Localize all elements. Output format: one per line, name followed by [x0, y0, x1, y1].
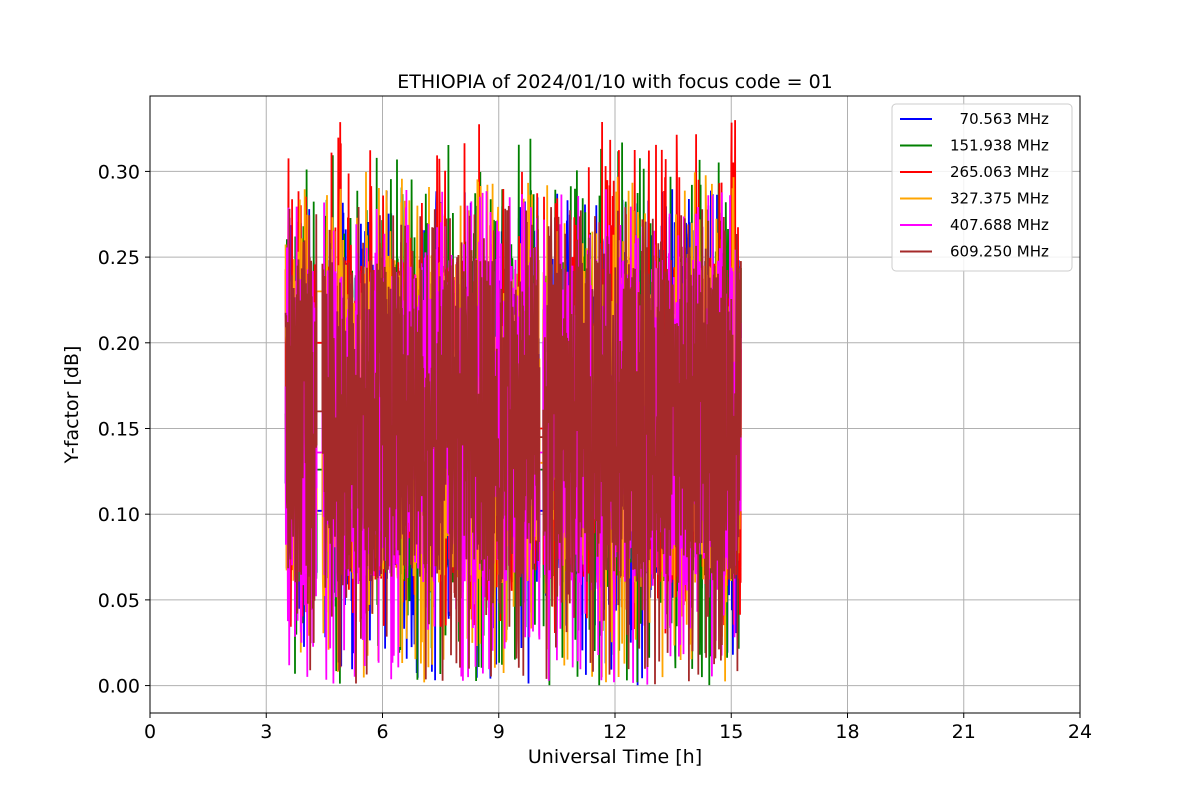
- x-axis-title: Universal Time [h]: [528, 746, 702, 768]
- y-tick-label: 0.25: [98, 247, 140, 269]
- x-tick-label: 21: [952, 721, 976, 743]
- x-tick-label: 12: [603, 721, 627, 743]
- legend-label: 327.375 MHz: [950, 190, 1049, 208]
- chart-title: ETHIOPIA of 2024/01/10 with focus code =…: [397, 71, 833, 93]
- plot-area: [284, 120, 742, 686]
- legend-label: 70.563 MHz: [950, 110, 1049, 128]
- y-tick-label: 0.30: [98, 161, 140, 183]
- y-tick-label: 0.10: [98, 504, 140, 526]
- x-tick-label: 9: [493, 721, 505, 743]
- legend: 70.563 MHz 151.938 MHz 265.063 MHz 327.375 …: [891, 103, 1073, 272]
- legend-label: 609.250 MHz: [950, 243, 1049, 261]
- x-tick-label: 18: [835, 721, 859, 743]
- x-tick-label: 24: [1068, 721, 1092, 743]
- y-tick-label: 0.05: [98, 590, 140, 612]
- y-tick-label: 0.00: [98, 676, 140, 698]
- axis-ticks: 0 3 6 9 12 15 18 21 24 0.00 0.05 0.10 0.15 0.20 0.25 0.…: [98, 161, 1092, 743]
- x-tick-label: 0: [144, 721, 156, 743]
- legend-label: 265.063 MHz: [950, 163, 1049, 181]
- legend-label: 407.688 MHz: [950, 216, 1049, 234]
- series-line-5: [284, 205, 742, 685]
- x-tick-label: 6: [376, 721, 388, 743]
- y-axis-title: Y-factor [dB]: [61, 346, 83, 465]
- y-tick-label: 0.15: [98, 418, 140, 440]
- x-tick-label: 15: [719, 721, 743, 743]
- x-tick-label: 3: [260, 721, 272, 743]
- legend-box: [891, 103, 1073, 272]
- legend-label: 151.938 MHz: [950, 137, 1049, 155]
- y-tick-label: 0.20: [98, 333, 140, 355]
